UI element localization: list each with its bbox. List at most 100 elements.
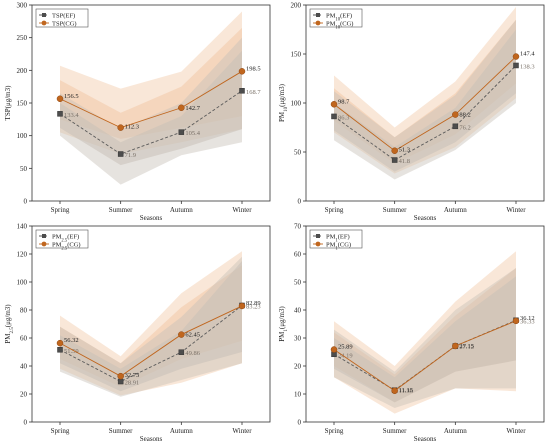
- data-label-ef: 133.4: [64, 112, 79, 119]
- data-point-cg: [238, 302, 246, 310]
- series-line-cg: [59, 70, 243, 129]
- data-point-ef: [117, 151, 124, 157]
- data-point-ef: [513, 62, 519, 69]
- data-label-cg: 98.7: [338, 98, 350, 105]
- data-label-cg: 198.5: [246, 65, 261, 72]
- chart-panel-4: 0 10 20 30 40 50 60 70 Spring Summer Autumn Winter S…: [278, 223, 545, 443]
- y-tick-label: 0: [24, 198, 28, 206]
- data-point-cg: [330, 101, 338, 108]
- legend-marker-ef: [42, 234, 46, 238]
- x-axis-title: Seasons: [140, 435, 163, 443]
- y-tick-label: 20: [20, 391, 28, 399]
- data-label-cg: 56.32: [64, 337, 79, 344]
- x-tick-label: Autumn: [444, 427, 467, 435]
- data-label-cg: 142.7: [185, 105, 200, 112]
- legend-marker-ef: [316, 13, 320, 17]
- legend-marker-ef: [42, 13, 46, 17]
- data-label-cg: 27.15: [459, 343, 474, 350]
- y-tick-label: 150: [17, 100, 28, 108]
- y-tick-label: 10: [294, 391, 302, 399]
- y-tick-label: 20: [294, 363, 302, 371]
- x-tick-label: Spring: [325, 206, 344, 214]
- legend-label: PM1(EF): [326, 234, 350, 244]
- data-point-ef: [391, 157, 398, 163]
- data-label-ef: 168.7: [246, 89, 261, 96]
- y-tick-label: 80: [20, 307, 28, 315]
- x-tick-label: Winter: [232, 206, 252, 214]
- data-point-ef: [117, 378, 124, 385]
- data-label-ef: 83.23: [246, 303, 261, 310]
- data-label-cg: 147.4: [520, 51, 535, 58]
- chart-panel-2: 0 50 100 150 200 Spring Summer Autumn Winter Seas…: [278, 2, 545, 222]
- y-tick-label: 150: [291, 51, 302, 59]
- data-label-ef: 49.86: [185, 350, 200, 357]
- data-point-cg: [452, 342, 459, 350]
- data-label-cg: 88.2: [459, 112, 470, 119]
- confidence-band-ef: [60, 50, 242, 166]
- series-line-cg: [333, 320, 517, 392]
- y-tick-label: 70: [294, 223, 302, 231]
- series-line-cg: [333, 56, 517, 152]
- x-tick-label: Winter: [506, 427, 526, 435]
- confidence-band-ef: [334, 29, 516, 172]
- data-label-cg: 25.89: [338, 344, 353, 351]
- data-label-ef: 11.36: [399, 388, 414, 395]
- series-line-cg: [59, 305, 243, 377]
- legend-marker-cg: [41, 241, 47, 247]
- data-point-cg: [330, 346, 338, 353]
- data-label-ef: 28.91: [125, 380, 140, 387]
- data-point-cg: [178, 331, 185, 338]
- legend-box: [35, 229, 89, 249]
- series-line-ef: [59, 305, 243, 383]
- data-point-cg: [391, 387, 398, 395]
- y-axis-title: PM10(μg/m3): [278, 83, 289, 122]
- data-point-cg: [56, 339, 64, 347]
- data-point-cg: [117, 124, 124, 131]
- data-label-ef: 41.8: [399, 158, 410, 165]
- data-point-ef: [57, 111, 63, 117]
- confidence-band-ef: [60, 261, 242, 392]
- data-label-ef: 27.12: [459, 344, 474, 351]
- data-point-ef: [178, 129, 185, 135]
- legend-marker-cg: [315, 241, 321, 247]
- x-tick-label: Spring: [51, 427, 70, 435]
- y-tick-label: 0: [24, 419, 28, 427]
- data-point-cg: [238, 68, 246, 75]
- legend-label: PM2.5(CG): [52, 242, 81, 252]
- x-tick-label: Autumn: [170, 206, 193, 214]
- data-label-cg: 112.3: [125, 124, 139, 131]
- x-tick-label: Winter: [506, 206, 526, 214]
- legend-marker-cg: [315, 20, 321, 26]
- y-tick-label: 40: [20, 363, 28, 371]
- data-point-ef: [178, 349, 185, 355]
- data-label-cg: 156.5: [64, 93, 79, 100]
- y-tick-label: 50: [20, 165, 28, 173]
- data-label-ef: 86.3: [338, 114, 349, 121]
- x-tick-label: Summer: [109, 427, 133, 435]
- y-axis-title: PM2.5(μg/m3): [4, 304, 15, 344]
- y-tick-label: 50: [294, 279, 302, 287]
- y-tick-label: 50: [294, 149, 302, 157]
- y-tick-label: 100: [17, 279, 28, 287]
- y-tick-label: 100: [17, 132, 28, 140]
- data-label-cg: 82.89: [246, 300, 261, 307]
- legend-label: PM2.5(EF): [52, 234, 79, 244]
- plot-frame: [31, 225, 271, 423]
- y-tick-label: 0: [298, 198, 302, 206]
- data-point-ef: [239, 88, 245, 94]
- y-tick-label: 40: [294, 307, 302, 315]
- x-tick-label: Winter: [232, 427, 252, 435]
- x-tick-label: Autumn: [444, 206, 467, 214]
- data-point-cg: [178, 104, 185, 112]
- confidence-band-ef: [334, 276, 516, 403]
- data-label-cg: 51.3: [399, 147, 410, 154]
- y-tick-label: 120: [17, 251, 28, 259]
- legend-box: [309, 229, 363, 249]
- data-label-cg: 36.12: [520, 315, 535, 322]
- y-tick-label: 0: [298, 419, 302, 427]
- x-tick-label: Spring: [51, 206, 70, 214]
- legend-label: PM10(CG): [326, 21, 353, 31]
- data-point-cg: [117, 372, 124, 380]
- data-label-ef: 51.59: [64, 348, 79, 355]
- legend-label: TSP(EF): [52, 13, 75, 20]
